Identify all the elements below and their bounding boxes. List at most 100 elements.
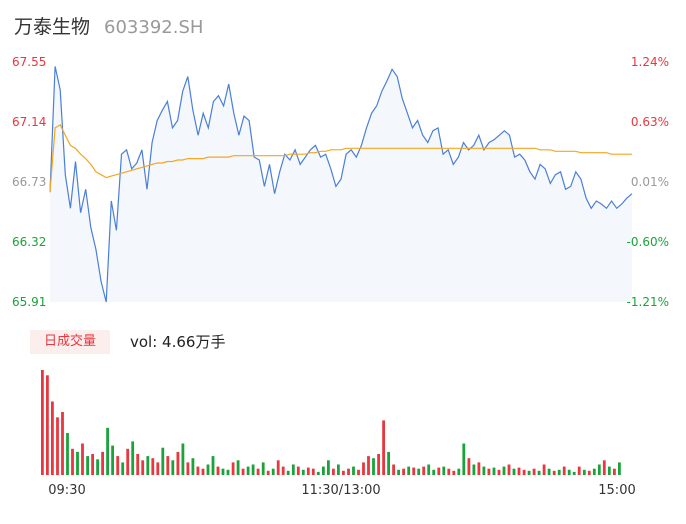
- volume-bar: [151, 458, 155, 475]
- volume-bar: [91, 454, 94, 475]
- volume-bar: [412, 467, 416, 475]
- y-tick-right: 1.24%: [631, 55, 669, 69]
- x-tick-label: 11:30/13:00: [301, 483, 380, 498]
- volume-bar: [618, 462, 621, 475]
- y-tick-left: 65.91: [12, 295, 46, 309]
- volume-bar: [76, 451, 79, 475]
- volume-tag[interactable]: 日成交量: [30, 330, 110, 354]
- volume-bar: [567, 469, 571, 476]
- volume-bar: [497, 469, 501, 476]
- x-tick-label: 09:30: [48, 483, 85, 498]
- header: 万泰生物 603392.SH: [14, 12, 203, 40]
- volume-bar: [271, 468, 275, 475]
- volume-bar: [382, 420, 385, 475]
- volume-bar: [261, 462, 265, 475]
- volume-bar: [221, 468, 225, 475]
- volume-bar: [417, 468, 421, 475]
- price-line: [49, 66, 633, 303]
- volume-bar: [216, 466, 220, 475]
- volume-bar: [316, 471, 320, 475]
- volume-bar: [296, 466, 300, 475]
- volume-bar: [407, 466, 411, 475]
- average-price-line: [49, 124, 632, 193]
- volume-bar: [236, 460, 240, 475]
- volume-bar: [176, 451, 180, 475]
- volume-bar: [171, 460, 175, 475]
- y-tick-left: 67.55: [12, 55, 46, 69]
- volume-bar: [101, 451, 104, 475]
- volume-bar: [487, 468, 491, 475]
- volume-bar: [447, 468, 451, 475]
- price-area: [50, 66, 632, 303]
- volume-bar: [141, 460, 145, 475]
- volume-bar: [602, 460, 606, 475]
- volume-bar: [146, 456, 150, 475]
- volume-bar: [327, 460, 330, 475]
- y-tick-left: 67.14: [12, 115, 46, 129]
- volume-bar: [427, 464, 431, 475]
- volume-bar: [542, 464, 546, 475]
- volume-bar: [86, 456, 89, 475]
- volume-bar: [402, 468, 405, 475]
- volume-bar: [136, 454, 140, 475]
- volume-bar: [111, 445, 114, 475]
- volume-bar: [201, 468, 205, 475]
- volume-bar: [537, 470, 541, 475]
- volume-bar: [116, 456, 120, 475]
- volume-bar: [377, 454, 380, 475]
- volume-bar: [241, 468, 245, 475]
- volume-bar: [186, 462, 190, 475]
- volume-bar: [196, 466, 200, 475]
- volume-bar: [477, 462, 481, 475]
- volume-bar: [251, 464, 255, 475]
- volume-bar: [582, 469, 586, 476]
- volume-bar: [597, 464, 601, 475]
- volume-bar: [387, 451, 390, 475]
- volume-bar: [457, 468, 461, 475]
- volume-bar: [286, 470, 290, 475]
- volume-bar: [166, 456, 170, 475]
- volume-bar: [342, 470, 345, 475]
- volume-bar: [332, 468, 335, 475]
- y-tick-right: 0.01%: [631, 175, 669, 189]
- volume-bar: [512, 468, 516, 475]
- volume-bar: [547, 468, 551, 475]
- volume-bar: [507, 464, 511, 475]
- volume-bar: [106, 427, 109, 476]
- volume-bar: [131, 441, 135, 475]
- volume-bar: [337, 464, 340, 475]
- volume-bar: [96, 459, 99, 476]
- volume-bar: [276, 460, 280, 475]
- volume-bar: [492, 467, 496, 475]
- volume-bar: [246, 466, 250, 475]
- x-tick-label: 15:00: [598, 483, 635, 498]
- volume-bar: [231, 462, 235, 475]
- volume-bar: [552, 470, 556, 475]
- volume-bar: [442, 466, 446, 475]
- volume-bar: [126, 448, 130, 476]
- volume-bar: [472, 464, 476, 475]
- volume-bar: [557, 469, 561, 476]
- volume-bar: [51, 401, 54, 475]
- volume-summary: vol: 4.66万手: [130, 333, 226, 351]
- y-tick-right: -0.60%: [627, 235, 669, 249]
- volume-bar: [256, 468, 260, 475]
- volume-bar: [352, 466, 355, 475]
- volume-bar: [587, 470, 591, 475]
- volume-bar: [311, 468, 315, 475]
- volume-bar: [592, 468, 596, 475]
- volume-bar: [432, 469, 436, 476]
- y-tick-right: 0.63%: [631, 115, 669, 129]
- volume-bar: [121, 462, 125, 475]
- volume-bar: [613, 468, 616, 475]
- volume-bar: [482, 466, 486, 475]
- volume-bar: [61, 412, 64, 475]
- volume-bar: [357, 469, 360, 476]
- volume-bar: [211, 456, 215, 475]
- volume-bar: [66, 433, 69, 475]
- volume-bar: [71, 448, 74, 476]
- volume-bar: [372, 458, 375, 475]
- volume-bar: [306, 467, 310, 475]
- volume-bar: [191, 458, 195, 475]
